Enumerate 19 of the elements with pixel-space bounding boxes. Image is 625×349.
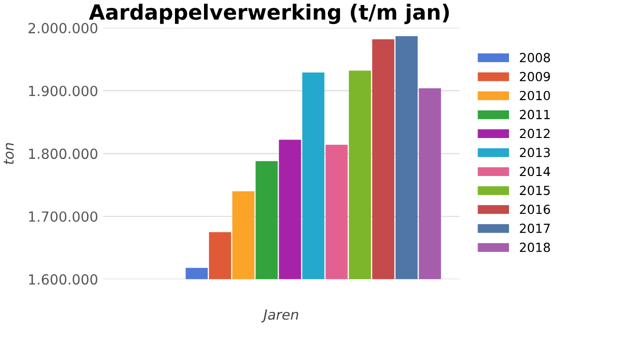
x-axis-title: Jaren (261, 309, 298, 322)
legend-label: 2015 (520, 186, 550, 196)
legend-label: 2010 (520, 90, 550, 100)
legend-label: 2009 (520, 72, 550, 82)
y-tick-label: 1.800.000 (29, 148, 98, 160)
legend-label: 2014 (520, 166, 550, 176)
chart-title: Aardappelverwerking (t/m jan) (88, 4, 449, 24)
y-tick-label: 2.000.000 (28, 22, 98, 34)
legend-label: 2018 (520, 242, 550, 252)
legend-label: 2011 (520, 110, 550, 120)
y-tick-label: 1.900.000 (29, 86, 98, 96)
legend-label: 2013 (520, 148, 550, 158)
legend-label: 2017 (520, 224, 550, 234)
y-tick-label: 1.700.000 (29, 211, 98, 222)
legend-label: 2012 (520, 128, 550, 138)
y-tick-label: 1.600.000 (29, 274, 98, 285)
legend-label: 2016 (520, 204, 550, 214)
y-axis-title: ton (4, 143, 14, 164)
legend-label: 2008 (520, 52, 550, 62)
